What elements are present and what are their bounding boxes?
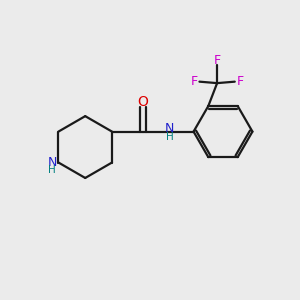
Text: O: O	[137, 95, 148, 110]
Text: F: F	[214, 54, 221, 67]
Text: N: N	[47, 156, 57, 169]
Text: N: N	[165, 122, 174, 135]
Text: H: H	[48, 165, 56, 175]
Text: H: H	[166, 132, 173, 142]
Text: F: F	[236, 75, 244, 88]
Text: F: F	[190, 75, 198, 88]
